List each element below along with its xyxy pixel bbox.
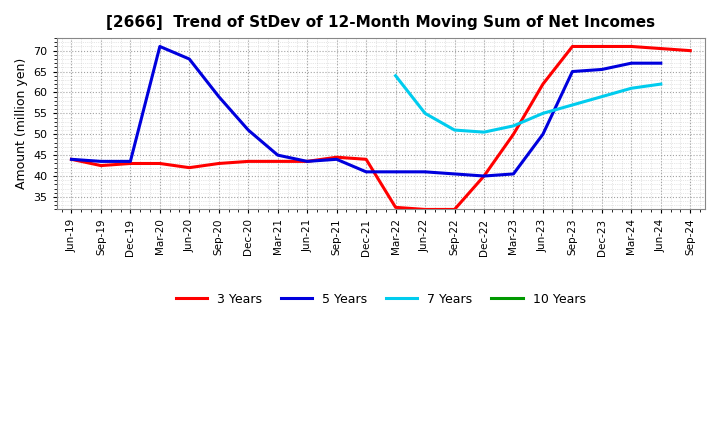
5 Years — [450, 171, 459, 176]
3 Years — [96, 163, 105, 168]
7 Years — [657, 81, 665, 87]
3 Years — [156, 161, 164, 166]
3 Years — [67, 157, 76, 162]
3 Years — [333, 154, 341, 160]
5 Years — [333, 157, 341, 162]
7 Years — [450, 128, 459, 133]
Line: 7 Years: 7 Years — [395, 76, 661, 132]
3 Years — [539, 81, 547, 87]
5 Years — [657, 61, 665, 66]
3 Years — [480, 173, 488, 179]
Y-axis label: Amount (million yen): Amount (million yen) — [15, 58, 28, 189]
5 Years — [568, 69, 577, 74]
Line: 3 Years: 3 Years — [71, 47, 690, 209]
3 Years — [244, 159, 253, 164]
3 Years — [274, 159, 282, 164]
5 Years — [598, 67, 606, 72]
7 Years — [480, 129, 488, 135]
3 Years — [657, 46, 665, 51]
7 Years — [539, 111, 547, 116]
7 Years — [391, 73, 400, 78]
5 Years — [303, 159, 312, 164]
7 Years — [509, 123, 518, 128]
3 Years — [420, 207, 429, 212]
5 Years — [509, 171, 518, 176]
5 Years — [215, 94, 223, 99]
Title: [2666]  Trend of StDev of 12-Month Moving Sum of Net Incomes: [2666] Trend of StDev of 12-Month Moving… — [107, 15, 655, 30]
7 Years — [420, 111, 429, 116]
5 Years — [244, 128, 253, 133]
3 Years — [627, 44, 636, 49]
3 Years — [686, 48, 695, 53]
5 Years — [539, 132, 547, 137]
3 Years — [185, 165, 194, 170]
3 Years — [362, 157, 371, 162]
7 Years — [568, 103, 577, 108]
5 Years — [156, 44, 164, 49]
3 Years — [509, 132, 518, 137]
5 Years — [126, 159, 135, 164]
5 Years — [627, 61, 636, 66]
3 Years — [303, 159, 312, 164]
3 Years — [450, 207, 459, 212]
5 Years — [274, 153, 282, 158]
Legend: 3 Years, 5 Years, 7 Years, 10 Years: 3 Years, 5 Years, 7 Years, 10 Years — [171, 288, 590, 311]
3 Years — [568, 44, 577, 49]
Line: 5 Years: 5 Years — [71, 47, 661, 176]
5 Years — [96, 159, 105, 164]
5 Years — [391, 169, 400, 175]
3 Years — [215, 161, 223, 166]
3 Years — [126, 161, 135, 166]
5 Years — [67, 157, 76, 162]
5 Years — [480, 173, 488, 179]
7 Years — [627, 86, 636, 91]
7 Years — [598, 94, 606, 99]
5 Years — [362, 169, 371, 175]
3 Years — [391, 205, 400, 210]
5 Years — [185, 56, 194, 62]
3 Years — [598, 44, 606, 49]
5 Years — [420, 169, 429, 175]
